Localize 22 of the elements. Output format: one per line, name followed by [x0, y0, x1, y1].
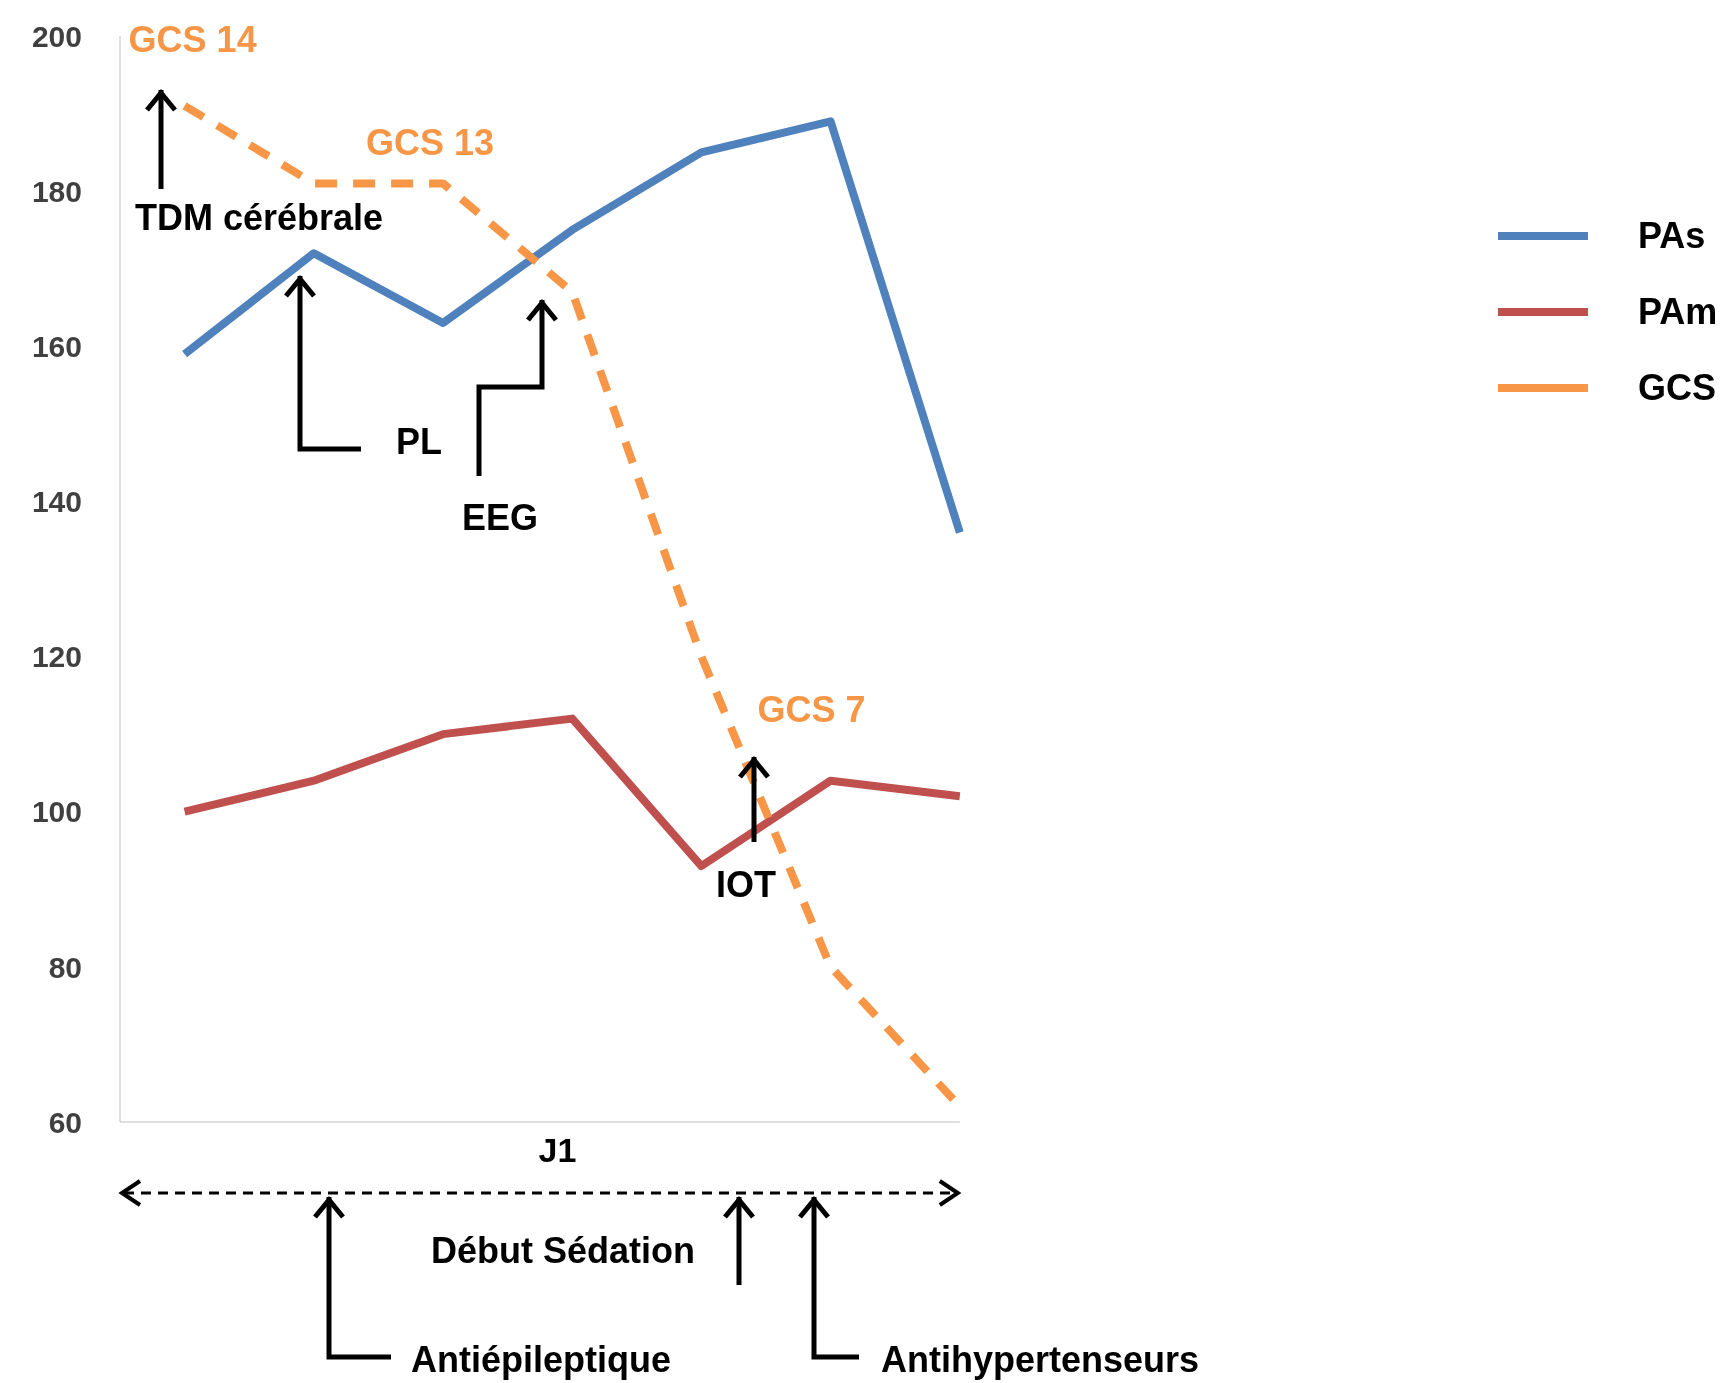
annotation: TDM cérébrale — [135, 196, 384, 238]
x-axis-title: J1 — [538, 1131, 577, 1169]
text: Antihypertenseurs — [881, 1338, 1200, 1380]
annotation: IOT — [716, 863, 776, 905]
annotation: EEG — [461, 496, 539, 538]
text: Antiépileptique — [411, 1338, 671, 1380]
y-tick-label: 120 — [31, 640, 82, 674]
data-label: GCS 14 — [128, 19, 257, 61]
text: Début Sédation — [430, 1229, 696, 1271]
y-tick-label: 100 — [31, 795, 82, 829]
data-label: GCS 7 — [757, 689, 866, 731]
y-tick-label: 180 — [31, 174, 82, 208]
legend-label: GCS — [1638, 367, 1717, 409]
y-tick-label: 80 — [48, 950, 82, 984]
annotation: PL — [396, 420, 443, 462]
y-tick-label: 200 — [31, 19, 82, 53]
legend-label: PAm — [1638, 291, 1718, 333]
data-label: GCS 13 — [366, 121, 495, 163]
y-tick-label: 140 — [31, 485, 82, 519]
y-tick-label: 60 — [48, 1105, 82, 1139]
y-tick-label: 160 — [31, 329, 82, 363]
legend-label: PAs — [1638, 215, 1706, 257]
